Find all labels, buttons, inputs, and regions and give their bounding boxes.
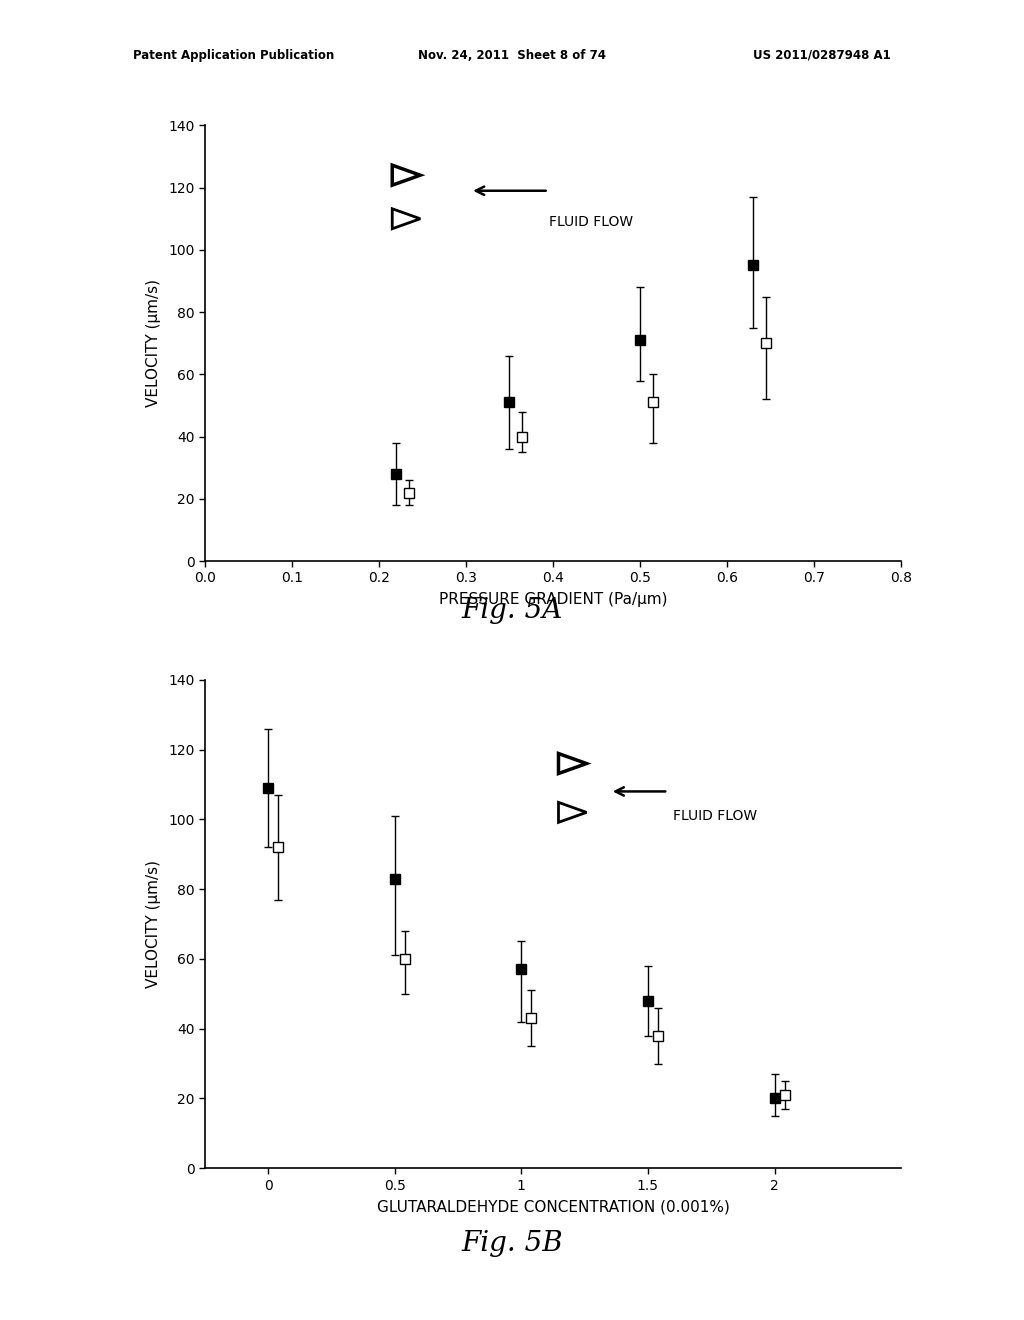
Text: US 2011/0287948 A1: US 2011/0287948 A1 bbox=[753, 49, 891, 62]
Y-axis label: VELOCITY (μm/s): VELOCITY (μm/s) bbox=[146, 861, 161, 987]
Text: Fig. 5B: Fig. 5B bbox=[461, 1230, 563, 1257]
Y-axis label: VELOCITY (μm/s): VELOCITY (μm/s) bbox=[146, 280, 161, 407]
X-axis label: PRESSURE GRADIENT (Pa/μm): PRESSURE GRADIENT (Pa/μm) bbox=[438, 593, 668, 607]
Text: Patent Application Publication: Patent Application Publication bbox=[133, 49, 335, 62]
Text: Nov. 24, 2011  Sheet 8 of 74: Nov. 24, 2011 Sheet 8 of 74 bbox=[418, 49, 606, 62]
Text: FLUID FLOW: FLUID FLOW bbox=[549, 215, 633, 228]
Text: Fig. 5A: Fig. 5A bbox=[462, 597, 562, 623]
X-axis label: GLUTARALDEHYDE CONCENTRATION (0.001%): GLUTARALDEHYDE CONCENTRATION (0.001%) bbox=[377, 1200, 729, 1214]
Text: FLUID FLOW: FLUID FLOW bbox=[673, 809, 758, 822]
